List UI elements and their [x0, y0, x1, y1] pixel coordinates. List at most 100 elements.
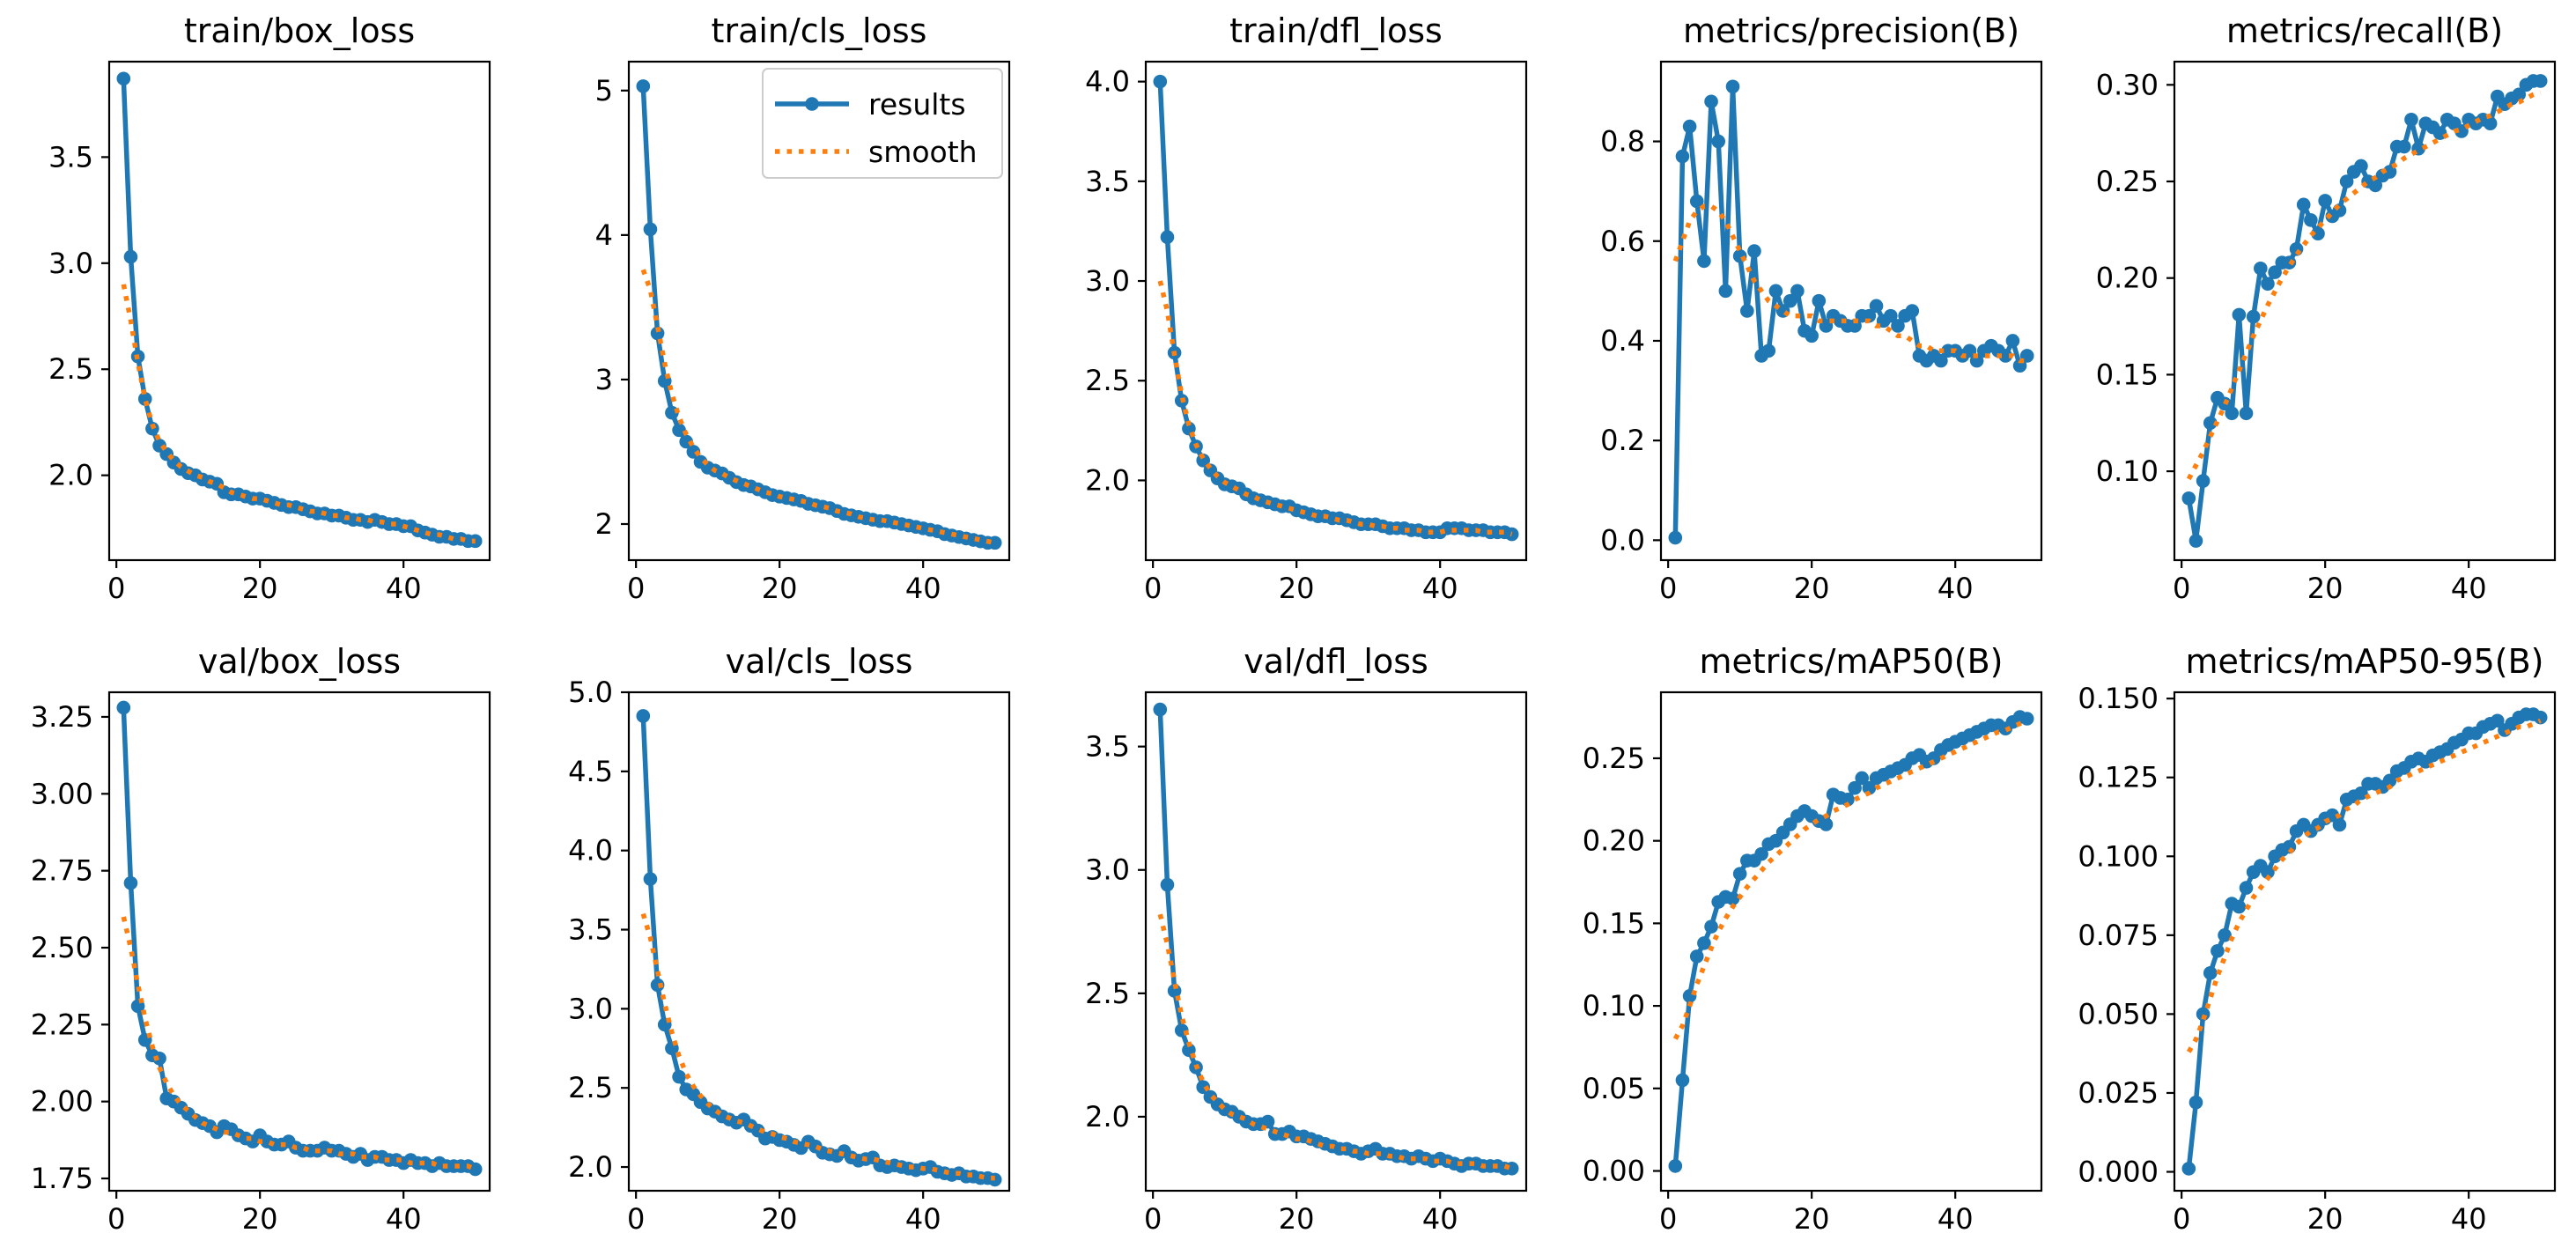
- y-tick-label: 3.25: [31, 700, 93, 734]
- results-data-point: [1805, 329, 1819, 343]
- results-data-point: [1732, 867, 1747, 881]
- results-data-point: [468, 1162, 483, 1177]
- results-data-point: [672, 423, 686, 438]
- chart-title: val/dfl_loss: [1244, 642, 1428, 681]
- results-data-point: [1704, 919, 1718, 934]
- x-tick-label: 40: [1938, 572, 1974, 605]
- y-tick-label: 3.5: [48, 140, 93, 174]
- results-data-point: [2181, 491, 2196, 506]
- x-tick-label: 40: [2451, 1202, 2487, 1236]
- y-tick-label: 2.0: [1085, 1100, 1130, 1134]
- y-tick-label: 0.2: [1600, 424, 1645, 457]
- results-data-point: [1725, 79, 1740, 94]
- y-tick-label: 4.0: [1085, 65, 1130, 99]
- y-tick-label: 0.10: [1583, 989, 1645, 1023]
- chart-panel: train/cls_loss 0 20 40 2 3 4 5 results smooth: [595, 11, 1011, 605]
- y-tick-label: 4: [595, 218, 613, 252]
- plot-frame: [107, 690, 491, 1193]
- chart-title: val/box_loss: [198, 642, 401, 681]
- y-tick-label: 0.15: [2096, 358, 2159, 391]
- results-data-point: [1725, 891, 1740, 906]
- chart-panel: metrics/mAP50(B) 0 20 40 0.00 0.05 0.10 0.15 0.2…: [1583, 642, 2043, 1236]
- results-data-point: [2512, 87, 2527, 102]
- y-tick-label: 0.025: [2078, 1076, 2159, 1110]
- smooth-series-line: [121, 284, 476, 544]
- y-tick-label: 0.25: [2096, 165, 2159, 198]
- y-tick-label: 3.0: [1085, 264, 1130, 298]
- results-data-point: [2533, 710, 2548, 725]
- y-tick-label: 1.75: [31, 1162, 93, 1195]
- plot-frame: [2173, 60, 2557, 562]
- x-tick-label: 40: [2451, 572, 2487, 605]
- y-tick-label: 0.125: [2078, 761, 2159, 794]
- x-tick-label: 40: [1422, 572, 1458, 605]
- results-data-point: [1962, 343, 1977, 358]
- results-data-point: [1790, 284, 1805, 299]
- results-data-point: [650, 326, 665, 341]
- x-tick-label: 20: [762, 572, 798, 605]
- chart-title: metrics/mAP50-95(B): [2185, 642, 2543, 681]
- results-data-point: [2181, 1162, 2196, 1176]
- results-data-point: [1768, 284, 1783, 299]
- y-tick-label: 0.30: [2096, 68, 2159, 101]
- results-data-point: [2211, 943, 2225, 958]
- x-tick-label: 0: [627, 1202, 645, 1236]
- results-data-point: [152, 1051, 166, 1066]
- chart-title: train/dfl_loss: [1229, 11, 1443, 50]
- y-tick-label: 2.50: [31, 931, 93, 964]
- results-data-point: [2225, 406, 2240, 421]
- y-tick-label: 0.6: [1600, 225, 1645, 258]
- results-data-point: [1884, 308, 1898, 323]
- results-data-point: [1704, 94, 1718, 109]
- y-tick-label: 3.0: [568, 992, 613, 1025]
- chart-title: val/cls_loss: [726, 642, 913, 681]
- plot-frame: [1659, 60, 2043, 562]
- x-tick-label: 40: [905, 1202, 941, 1236]
- y-tick-label: 2: [595, 507, 613, 541]
- smooth-series-line: [1672, 203, 2027, 364]
- results-data-point: [1682, 119, 1697, 134]
- results-data-point: [2368, 178, 2383, 193]
- chart-panel: val/dfl_loss 0 20 40 2.0 2.5 3.0 3.5: [1085, 642, 1528, 1236]
- results-data-point: [1862, 780, 1877, 795]
- results-data-point: [1761, 343, 1776, 358]
- results-data-point: [2354, 159, 2368, 174]
- y-tick-label: 5.0: [568, 676, 613, 709]
- results-data-point: [2203, 416, 2218, 431]
- x-tick-label: 0: [107, 1202, 125, 1236]
- y-tick-label: 0.050: [2078, 997, 2159, 1030]
- x-tick-label: 40: [905, 572, 941, 605]
- results-data-point: [2188, 534, 2203, 548]
- results-data-point: [2404, 113, 2418, 127]
- x-tick-label: 20: [242, 1202, 278, 1236]
- results-data-point: [636, 709, 651, 723]
- y-tick-label: 0.20: [1583, 824, 1645, 858]
- plot-frame: [1144, 60, 1528, 562]
- x-tick-label: 40: [1938, 1202, 1974, 1236]
- results-data-point: [123, 249, 138, 264]
- results-data-point: [1848, 319, 1862, 333]
- results-data-point: [2203, 966, 2218, 980]
- results-data-point: [1891, 319, 1905, 333]
- x-tick-label: 20: [1794, 1202, 1830, 1236]
- results-data-point: [2239, 881, 2254, 895]
- smooth-series-line: [1157, 913, 1513, 1171]
- results-data-point: [2261, 865, 2275, 879]
- results-data-point: [2332, 817, 2347, 832]
- results-data-point: [2533, 74, 2548, 88]
- results-data-point: [2232, 307, 2247, 322]
- plot-frame: [107, 60, 491, 562]
- x-tick-label: 40: [1422, 1202, 1458, 1236]
- y-tick-label: 0.150: [2078, 682, 2159, 715]
- results-data-point: [643, 872, 658, 886]
- results-data-point: [2019, 712, 2034, 726]
- legend-label: smooth: [868, 135, 978, 169]
- y-tick-label: 5: [595, 74, 613, 107]
- results-data-point: [987, 535, 1002, 550]
- chart-title: metrics/precision(B): [1683, 11, 2019, 50]
- plot-frame: [627, 690, 1011, 1193]
- chart-panel: metrics/recall(B) 0 20 40 0.10 0.15 0.20 0.25 0.…: [2096, 11, 2557, 605]
- results-series-line: [640, 713, 998, 1183]
- results-data-point: [1740, 304, 1754, 318]
